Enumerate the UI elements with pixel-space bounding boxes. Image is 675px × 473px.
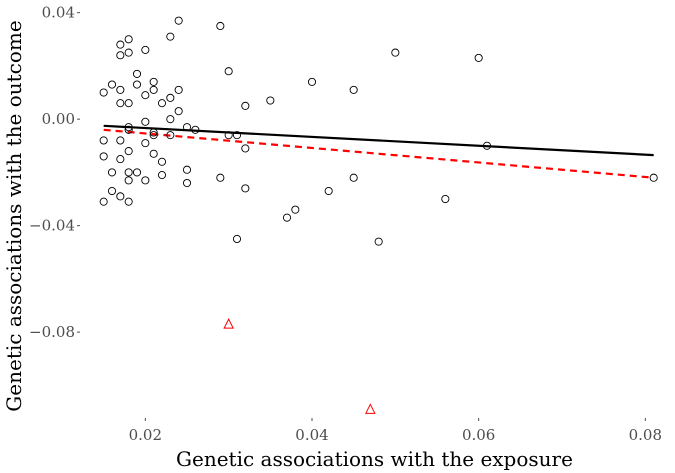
data-point: [182, 165, 192, 174]
data-point: [241, 101, 250, 110]
data-point-triangle: [223, 318, 234, 329]
data-point: [124, 35, 133, 44]
data-point: [99, 152, 108, 161]
data-point: [291, 205, 300, 214]
data-point: [116, 136, 125, 145]
data-point: [116, 192, 125, 201]
data-point: [232, 234, 242, 244]
regression-line-solid: [103, 124, 654, 157]
x-tick-label: 0.04: [295, 426, 328, 444]
data-point: [99, 136, 108, 145]
data-point: [182, 123, 192, 132]
data-point: [124, 168, 133, 177]
y-tick-label: −0.04: [29, 217, 75, 235]
y-tick-label: 0.04: [42, 4, 75, 22]
data-point: [124, 123, 133, 132]
data-point: [132, 69, 142, 78]
data-point: [116, 51, 125, 60]
data-point: [166, 131, 175, 140]
data-point: [124, 197, 133, 206]
data-point: [124, 125, 133, 134]
data-point: [441, 194, 450, 204]
data-point: [116, 85, 125, 94]
y-tick-label: −0.08: [29, 323, 75, 341]
data-point: [241, 184, 250, 193]
y-tick-label: 0.00: [42, 110, 75, 128]
data-point: [324, 186, 333, 196]
points-layer: [99, 16, 658, 414]
data-point: [132, 80, 142, 89]
data-point: [474, 53, 483, 62]
data-point: [149, 85, 158, 94]
data-point: [141, 139, 150, 148]
data-point: [107, 80, 117, 89]
data-point: [191, 125, 200, 134]
data-point: [391, 48, 400, 57]
data-point: [116, 155, 125, 164]
data-point: [124, 48, 133, 57]
data-point: [266, 96, 275, 105]
data-point: [174, 16, 183, 25]
data-point: [232, 131, 242, 140]
data-point: [99, 197, 108, 206]
data-point: [124, 147, 133, 156]
x-axis: 0.02 0.04 0.06 0.08: [129, 418, 662, 444]
data-point: [132, 168, 142, 177]
data-point: [141, 91, 150, 100]
data-point: [307, 77, 317, 86]
x-tick-label: 0.06: [462, 426, 495, 444]
data-point: [216, 173, 225, 182]
data-point: [241, 144, 250, 153]
data-point: [149, 149, 158, 158]
data-point: [116, 99, 125, 108]
data-point: [224, 67, 233, 76]
data-point: [482, 141, 492, 150]
regression-line-dashed: [103, 128, 654, 179]
y-axis: 0.04 0.00 −0.04 −0.08: [29, 4, 80, 341]
data-point: [216, 21, 225, 31]
data-point: [166, 32, 175, 41]
x-tick-label: 0.02: [129, 426, 162, 444]
data-point: [182, 178, 192, 188]
data-point: [107, 168, 117, 177]
data-point: [141, 117, 150, 126]
data-point: [166, 115, 175, 124]
data-point: [174, 85, 183, 94]
data-point: [349, 85, 358, 94]
data-point: [166, 93, 175, 102]
data-point: [224, 131, 233, 140]
data-point: [174, 107, 183, 116]
data-point: [149, 128, 158, 137]
x-tick-label: 0.08: [629, 426, 662, 444]
data-point: [157, 157, 167, 166]
data-point: [157, 171, 167, 180]
data-point: [649, 173, 658, 182]
x-axis-title: Genetic associations with the exposure: [176, 447, 573, 471]
data-point: [124, 176, 133, 185]
data-point: [124, 99, 133, 108]
data-point: [349, 173, 358, 182]
y-axis-title: Genetic associations with the outcome: [2, 20, 26, 411]
data-point: [116, 40, 125, 49]
data-point: [374, 237, 383, 246]
data-point: [141, 45, 150, 54]
data-point: [282, 213, 292, 222]
data-point: [107, 186, 117, 196]
data-point: [149, 77, 158, 86]
data-point-triangle: [365, 403, 376, 414]
data-point: [157, 99, 167, 108]
regression-lines: [103, 124, 654, 179]
data-point: [141, 176, 150, 185]
data-point: [149, 131, 158, 140]
data-point: [99, 88, 108, 97]
